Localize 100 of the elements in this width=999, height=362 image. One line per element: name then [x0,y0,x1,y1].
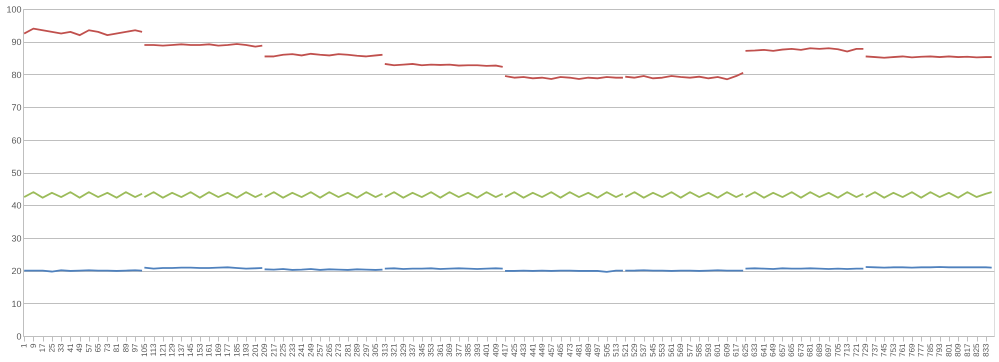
x-tick-label: 497 [593,342,602,357]
x-tick-label: 769 [907,342,916,357]
x-tick-label: 289 [352,342,362,357]
y-tick-label: 90 [11,37,22,48]
x-tick-label: 473 [565,342,574,357]
x-tick-label: 401 [482,342,492,357]
y-tick-label: 30 [11,233,22,244]
x-tick-label: 193 [242,342,251,357]
x-tick-label: 777 [916,342,926,357]
x-tick-label: 433 [519,342,528,357]
y-tick-label: 40 [11,200,22,211]
x-tick-label: 617 [732,342,741,357]
x-tick-label: 577 [685,342,694,357]
x-tick-label: 353 [426,342,436,357]
x-tick-label: 89 [121,342,130,352]
x-tick-label: 465 [556,342,566,357]
x-tick-label: 329 [398,342,408,357]
x-tick-label: 361 [436,342,445,357]
x-tick-label: 297 [362,342,371,357]
x-tick-label: 25 [47,342,56,352]
y-tick-label: 80 [11,70,22,80]
x-tick-label: 49 [75,342,84,352]
y-tick-label: 100 [6,4,22,14]
x-tick-label: 825 [972,342,982,357]
x-tick-label: 457 [546,342,556,357]
x-tick-label: 393 [472,342,482,357]
y-tick-label: 10 [11,298,22,309]
x-tick-label: 153 [195,342,204,357]
x-tick-label: 505 [602,342,612,357]
x-tick-label: 641 [759,342,768,357]
x-tick-label: 185 [232,342,242,357]
x-tick-label: 713 [842,342,852,357]
x-tick-label: 585 [694,342,704,357]
x-tick-label: 793 [935,342,944,357]
x-tick-label: 441 [528,342,538,357]
x-tick-label: 113 [149,342,158,356]
x-tick-label: 105 [140,342,149,357]
x-tick-label: 761 [898,342,908,357]
x-tick-label: 281 [343,342,352,357]
y-tick-label: 70 [11,102,22,113]
x-tick-label: 417 [500,342,510,357]
x-tick-label: 1 [20,342,29,348]
x-tick-label: 377 [454,342,464,357]
x-tick-label: 177 [223,342,232,357]
x-tick-label: 305 [371,342,380,357]
x-tick-label: 273 [334,342,344,357]
x-tick-label: 129 [168,342,177,357]
x-tick-label: 673 [796,342,806,357]
x-tick-label: 545 [648,342,658,357]
x-tick-label: 145 [186,342,196,357]
x-tick-label: 209 [260,342,270,357]
x-tick-label: 137 [176,342,186,357]
x-tick-label: 73 [102,342,112,352]
x-tick-label: 537 [639,342,648,357]
x-tick-label: 817 [962,342,972,357]
x-tick-label: 681 [806,342,815,357]
x-tick-label: 721 [852,342,861,357]
x-tick-label: 169 [214,342,223,357]
y-tick-label: 60 [11,135,22,146]
x-tick-label: 33 [56,342,66,352]
x-tick-label: 697 [824,342,834,357]
x-tick-label: 657 [778,342,787,357]
x-tick-label: 41 [66,342,75,352]
x-tick-label: 57 [84,342,94,352]
x-tick-label: 217 [269,342,278,357]
x-tick-label: 409 [491,342,500,357]
x-tick-label: 337 [408,342,418,357]
x-tick-label: 553 [658,342,667,357]
x-tick-label: 257 [316,342,325,357]
x-tick-label: 833 [981,342,990,357]
x-tick-label: 529 [630,342,639,357]
x-tick-label: 249 [306,342,316,357]
x-tick-label: 609 [722,342,732,357]
x-tick-label: 561 [666,342,676,357]
x-tick-label: 753 [888,342,898,357]
x-tick-label: 729 [861,342,870,357]
x-tick-label: 313 [380,342,390,357]
y-tick-label: 20 [11,266,22,276]
x-tick-label: 809 [954,342,963,357]
y-tick-label: 0 [16,332,22,342]
x-tick-label: 481 [574,342,584,357]
x-tick-label: 593 [704,342,713,357]
x-tick-label: 633 [750,342,760,357]
x-tick-label: 161 [204,342,214,357]
x-tick-label: 649 [768,342,778,357]
x-tick-label: 241 [297,342,306,357]
x-tick-label: 489 [584,342,593,357]
x-tick-label: 689 [814,342,824,357]
x-tick-label: 81 [112,342,122,352]
x-tick-label: 665 [787,342,796,357]
x-tick-label: 625 [740,342,750,357]
x-tick-label: 569 [676,342,686,357]
x-tick-label: 521 [620,342,630,357]
x-tick-label: 705 [833,342,842,357]
x-tick-label: 65 [94,342,103,352]
x-tick-label: 425 [510,342,519,357]
x-tick-label: 513 [612,342,621,357]
x-tick-label: 369 [445,342,454,357]
x-tick-label: 345 [417,342,426,357]
x-tick-label: 321 [390,342,399,357]
